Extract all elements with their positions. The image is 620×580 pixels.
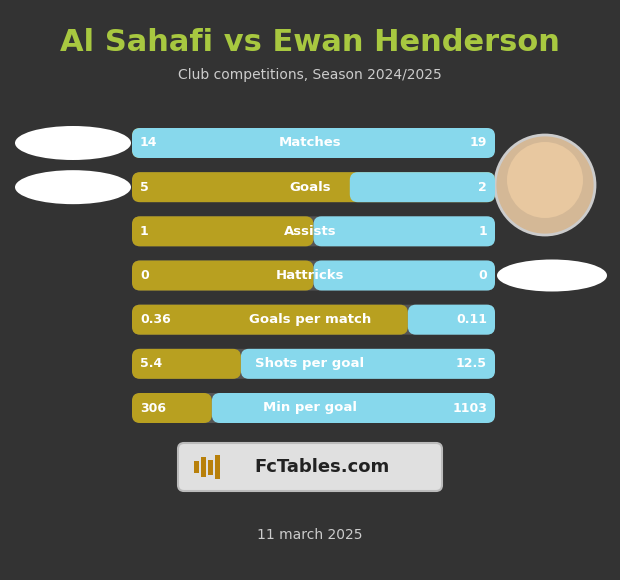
FancyBboxPatch shape: [132, 349, 241, 379]
Text: 12.5: 12.5: [456, 357, 487, 371]
FancyBboxPatch shape: [132, 216, 314, 246]
FancyBboxPatch shape: [132, 216, 495, 246]
FancyBboxPatch shape: [212, 393, 495, 423]
FancyBboxPatch shape: [132, 128, 495, 158]
Text: Hattricks: Hattricks: [276, 269, 344, 282]
FancyBboxPatch shape: [178, 443, 442, 491]
FancyBboxPatch shape: [314, 260, 495, 291]
Bar: [201, 457, 206, 477]
Text: Goals per match: Goals per match: [249, 313, 371, 326]
FancyBboxPatch shape: [132, 128, 399, 158]
FancyBboxPatch shape: [132, 260, 495, 291]
Bar: [208, 459, 213, 474]
Bar: [215, 455, 220, 479]
Circle shape: [507, 142, 583, 218]
Text: Matches: Matches: [278, 136, 342, 150]
FancyBboxPatch shape: [314, 216, 495, 246]
Text: 14: 14: [140, 136, 157, 150]
Circle shape: [495, 135, 595, 235]
Text: 1103: 1103: [452, 401, 487, 415]
FancyBboxPatch shape: [132, 393, 495, 423]
Text: 0: 0: [478, 269, 487, 282]
Text: 11 march 2025: 11 march 2025: [257, 528, 363, 542]
Text: Al Sahafi vs Ewan Henderson: Al Sahafi vs Ewan Henderson: [60, 28, 560, 57]
Bar: [194, 461, 199, 473]
FancyBboxPatch shape: [132, 172, 495, 202]
Text: Goals: Goals: [289, 180, 331, 194]
Text: Min per goal: Min per goal: [263, 401, 357, 415]
Text: 1: 1: [140, 225, 149, 238]
Ellipse shape: [497, 259, 607, 292]
Text: 0.11: 0.11: [456, 313, 487, 326]
FancyBboxPatch shape: [241, 349, 495, 379]
Ellipse shape: [15, 126, 131, 160]
Text: Assists: Assists: [284, 225, 336, 238]
FancyBboxPatch shape: [132, 393, 212, 423]
Text: 5.4: 5.4: [140, 357, 162, 371]
Text: 306: 306: [140, 401, 166, 415]
Text: Shots per goal: Shots per goal: [255, 357, 365, 371]
Text: 2: 2: [478, 180, 487, 194]
Text: 0.36: 0.36: [140, 313, 170, 326]
FancyBboxPatch shape: [132, 128, 495, 158]
Ellipse shape: [15, 170, 131, 204]
Text: 0: 0: [140, 269, 149, 282]
FancyBboxPatch shape: [132, 304, 408, 335]
FancyBboxPatch shape: [132, 172, 495, 202]
Text: 1: 1: [478, 225, 487, 238]
FancyBboxPatch shape: [132, 304, 495, 335]
FancyBboxPatch shape: [350, 172, 495, 202]
Text: FcTables.com: FcTables.com: [254, 458, 389, 476]
FancyBboxPatch shape: [408, 304, 495, 335]
Text: Club competitions, Season 2024/2025: Club competitions, Season 2024/2025: [178, 68, 442, 82]
Text: 5: 5: [140, 180, 149, 194]
Text: 19: 19: [469, 136, 487, 150]
FancyBboxPatch shape: [132, 349, 495, 379]
FancyBboxPatch shape: [132, 260, 314, 291]
